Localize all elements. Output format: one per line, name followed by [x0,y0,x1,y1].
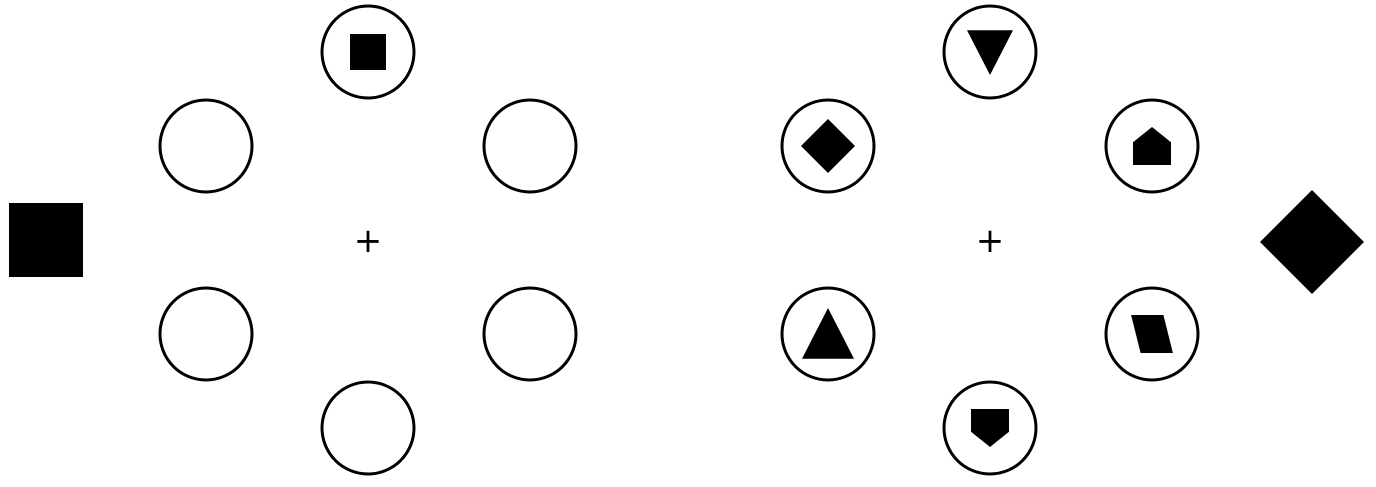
placeholder-circle-upper-left [158,98,254,194]
placeholder-circle-lower-right [482,286,578,382]
placeholder-circle-lower-left [158,286,254,382]
probe-square-icon [9,203,83,277]
left-array: + [9,4,578,476]
house-inverted-icon [971,409,1009,447]
placeholder-circle-bottom [320,380,416,476]
house-icon [1133,127,1171,165]
right-array: + [780,4,1364,476]
fixation-cross-right: + [976,221,1005,261]
fixation-cross-left: + [354,221,383,261]
parallelogram-icon [1131,315,1173,353]
triangle-up-icon [802,308,854,359]
diamond-icon [801,119,855,173]
triangle-down-icon [967,30,1013,75]
square-icon [350,34,386,70]
probe-diamond-icon [1260,190,1364,294]
placeholder-circle-upper-right [482,98,578,194]
